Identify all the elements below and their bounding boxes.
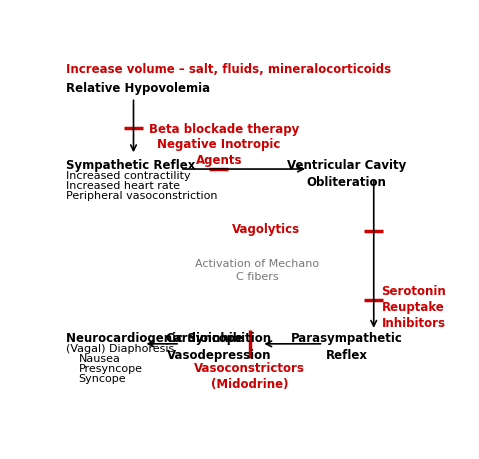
Text: Increased contractility: Increased contractility: [66, 171, 191, 180]
Text: Vasoconstrictors
(Midodrine): Vasoconstrictors (Midodrine): [194, 362, 305, 391]
Text: Activation of Mechano
C fibers: Activation of Mechano C fibers: [195, 259, 319, 282]
Text: Increased heart rate: Increased heart rate: [66, 180, 180, 190]
Text: Parasympathetic
Reflex: Parasympathetic Reflex: [291, 332, 402, 362]
Text: Negative Inotropic
Agents: Negative Inotropic Agents: [157, 138, 280, 167]
Text: (Vagal) Diaphoresis: (Vagal) Diaphoresis: [66, 344, 174, 354]
Text: Ventricular Cavity
Obliteration: Ventricular Cavity Obliteration: [287, 159, 406, 189]
Text: Peripheral vasoconstriction: Peripheral vasoconstriction: [66, 190, 217, 201]
Text: Presyncope: Presyncope: [79, 364, 142, 374]
Text: Relative Hypovolemia: Relative Hypovolemia: [66, 82, 210, 95]
Text: Neurocardiogenic Syncope: Neurocardiogenic Syncope: [66, 332, 243, 345]
Text: Serotonin
Reuptake
Inhibitors: Serotonin Reuptake Inhibitors: [381, 285, 446, 330]
Text: Syncope: Syncope: [79, 374, 126, 384]
Text: Increase volume – salt, fluids, mineralocorticoids: Increase volume – salt, fluids, mineralo…: [66, 63, 391, 76]
Text: Beta blockade therapy: Beta blockade therapy: [149, 123, 299, 136]
Text: Sympathetic Reflex: Sympathetic Reflex: [66, 159, 195, 172]
Text: Cardioinhibition
Vasodepression: Cardioinhibition Vasodepression: [166, 332, 272, 362]
Text: Nausea: Nausea: [79, 354, 120, 364]
Text: Vagolytics: Vagolytics: [232, 223, 300, 236]
